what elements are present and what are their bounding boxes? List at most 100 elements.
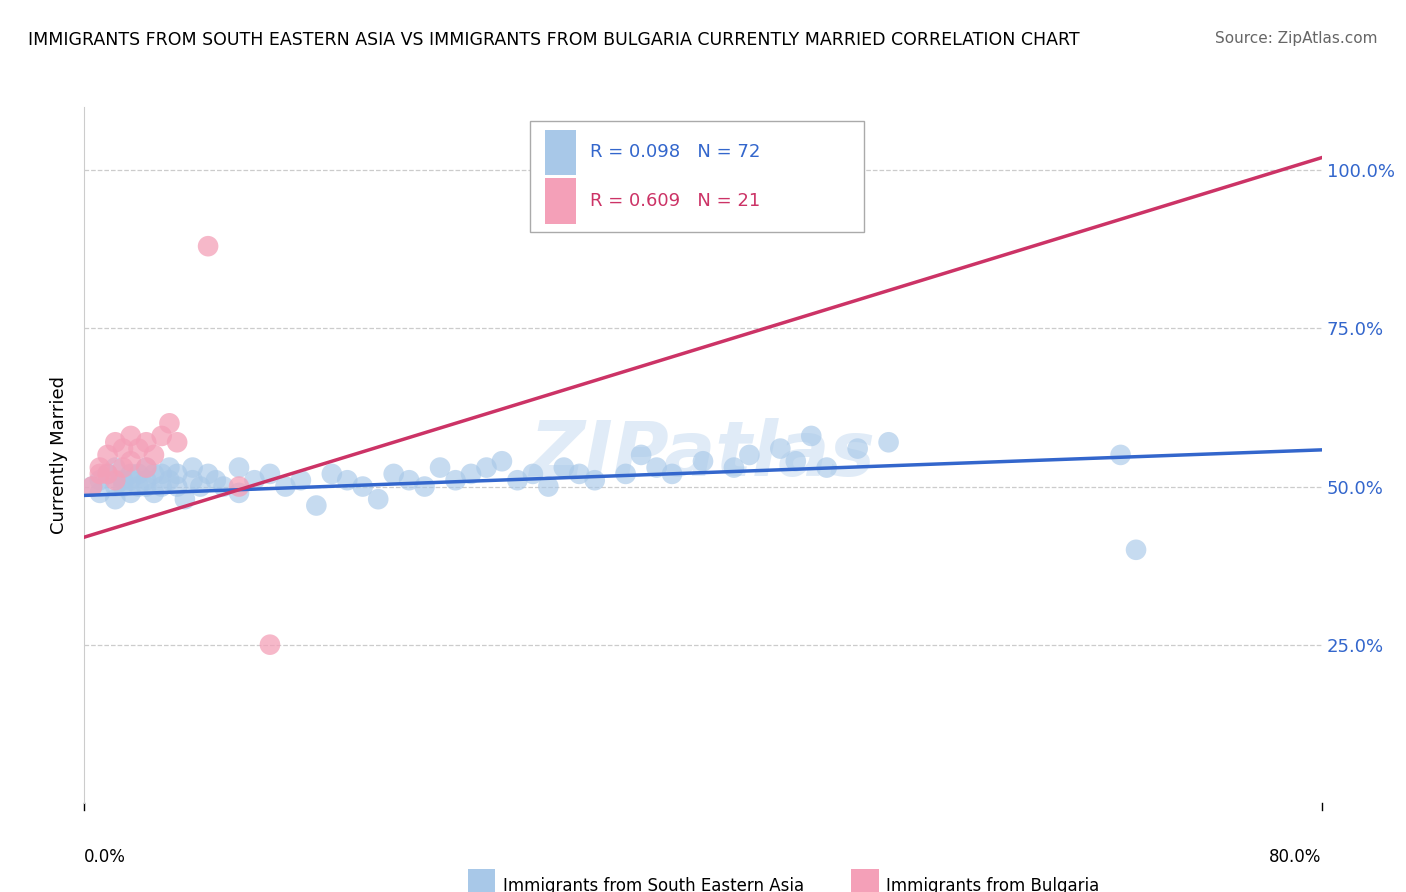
Point [321, 467, 343, 481]
Point [166, 435, 188, 450]
Point [259, 467, 281, 481]
Point [785, 454, 807, 468]
Point [205, 473, 228, 487]
Text: IMMIGRANTS FROM SOUTH EASTERN ASIA VS IMMIGRANTS FROM BULGARIA CURRENTLY MARRIED: IMMIGRANTS FROM SOUTH EASTERN ASIA VS IM… [28, 31, 1080, 49]
Text: 0.0%: 0.0% [84, 848, 127, 866]
Point [692, 454, 714, 468]
Point [583, 473, 606, 487]
Point [143, 467, 166, 481]
Point [815, 460, 838, 475]
Point [212, 479, 235, 493]
Point [398, 473, 420, 487]
FancyBboxPatch shape [468, 869, 495, 892]
Point [553, 460, 575, 475]
Point [723, 460, 745, 475]
Point [135, 435, 157, 450]
Point [89, 473, 111, 487]
Point [112, 473, 135, 487]
Point [135, 460, 157, 475]
Point [228, 479, 250, 493]
Point [800, 429, 823, 443]
Point [89, 460, 111, 475]
Point [150, 479, 173, 493]
Point [243, 473, 266, 487]
Point [97, 467, 120, 481]
Point [120, 473, 142, 487]
FancyBboxPatch shape [530, 121, 863, 232]
Text: 80.0%: 80.0% [1270, 848, 1322, 866]
Point [1109, 448, 1132, 462]
Text: Source: ZipAtlas.com: Source: ZipAtlas.com [1215, 31, 1378, 46]
Point [120, 467, 142, 481]
Point [82, 479, 104, 493]
Point [444, 473, 467, 487]
Point [120, 486, 142, 500]
FancyBboxPatch shape [544, 129, 575, 175]
Point [181, 473, 204, 487]
Point [97, 448, 120, 462]
Point [259, 638, 281, 652]
Point [89, 467, 111, 481]
Point [112, 442, 135, 456]
Point [112, 460, 135, 475]
Point [537, 479, 560, 493]
Point [228, 486, 250, 500]
Point [630, 448, 652, 462]
Point [290, 473, 312, 487]
Text: ZIPatlas: ZIPatlas [530, 418, 876, 491]
Point [506, 473, 529, 487]
Point [128, 467, 150, 481]
Text: Immigrants from Bulgaria: Immigrants from Bulgaria [886, 878, 1099, 892]
Point [120, 429, 142, 443]
Point [460, 467, 482, 481]
Point [166, 467, 188, 481]
Point [382, 467, 405, 481]
Point [475, 460, 498, 475]
Point [82, 479, 104, 493]
Point [159, 460, 181, 475]
Point [738, 448, 761, 462]
Point [352, 479, 374, 493]
Point [150, 467, 173, 481]
FancyBboxPatch shape [852, 869, 879, 892]
Point [104, 435, 127, 450]
Text: R = 0.609   N = 21: R = 0.609 N = 21 [591, 192, 761, 210]
Point [846, 442, 869, 456]
Point [181, 460, 204, 475]
Point [413, 479, 436, 493]
Point [661, 467, 683, 481]
FancyBboxPatch shape [544, 178, 575, 224]
Point [877, 435, 900, 450]
Point [614, 467, 637, 481]
Point [128, 479, 150, 493]
Point [197, 467, 219, 481]
Point [104, 479, 127, 493]
Point [143, 448, 166, 462]
Point [104, 473, 127, 487]
Point [568, 467, 591, 481]
Point [135, 479, 157, 493]
Point [188, 479, 212, 493]
Point [429, 460, 451, 475]
Point [174, 492, 197, 507]
Point [336, 473, 359, 487]
Point [367, 492, 389, 507]
Point [112, 479, 135, 493]
Text: R = 0.098   N = 72: R = 0.098 N = 72 [591, 144, 761, 161]
Point [645, 460, 668, 475]
Point [97, 467, 120, 481]
Point [769, 442, 792, 456]
Point [135, 460, 157, 475]
Point [522, 467, 544, 481]
Point [143, 486, 166, 500]
Point [159, 417, 181, 431]
Point [274, 479, 297, 493]
Point [104, 460, 127, 475]
Point [89, 486, 111, 500]
Point [120, 454, 142, 468]
Point [197, 239, 219, 253]
Point [491, 454, 513, 468]
Text: Immigrants from South Eastern Asia: Immigrants from South Eastern Asia [502, 878, 804, 892]
Point [135, 473, 157, 487]
Point [305, 499, 328, 513]
